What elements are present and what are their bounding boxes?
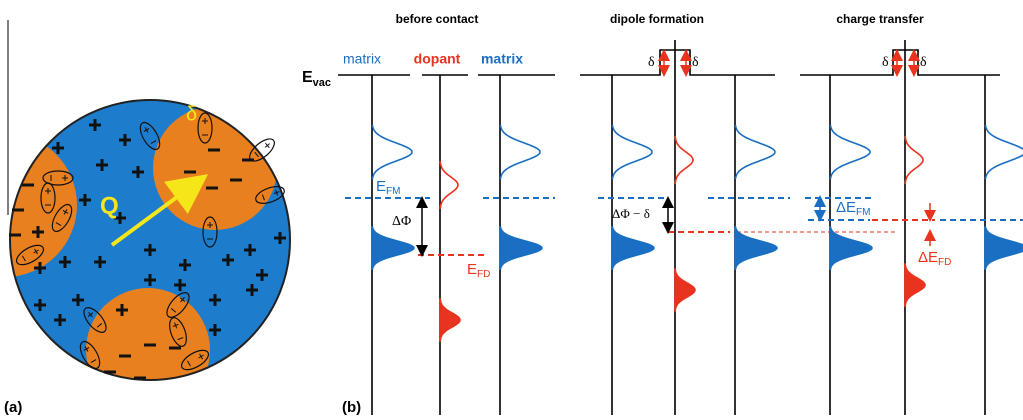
dos-filled [905,264,925,306]
dos-filled [830,227,872,269]
dos-empty [675,136,693,184]
offset-label: ΔΦ − δ [612,206,650,221]
matrix-label: matrix [343,51,381,67]
dos-empty [830,125,870,179]
symbol: ΔE [836,199,856,216]
energy-axes [580,40,775,415]
dos-filled [985,227,1023,269]
dos-empty [985,125,1023,179]
stage-title: charge transfer [836,12,924,26]
fermi-dopant-label: EFD [467,261,490,280]
dipole-label: δ [186,103,197,125]
subscript: FM [386,186,400,197]
panel-label: (b) [342,399,361,416]
dos-filled [735,227,777,269]
subscript: FM [856,207,870,218]
fermi-matrix-shift-label: ΔEFM [836,199,870,218]
dos-filled [500,227,542,269]
dos-empty [735,125,775,179]
dipole-label: δ [692,55,699,70]
dipole-label: δ [882,55,889,70]
dipole-label: δ [648,55,655,70]
fermi-dopant-shift-label: ΔEFD [918,249,951,268]
offset-label: ΔΦ [392,214,411,229]
dos-empty [500,125,540,179]
dos-empty [905,136,923,184]
fermi-matrix-label: EFM [376,178,400,197]
dopant-label: dopant [414,51,461,67]
symbol: E [467,261,477,278]
panel-label: (a) [4,399,22,416]
panel-b: ΔΦ EFM EFD δ δ ΔΦ − δ δ δ ΔEFM ΔEFD [338,40,1023,415]
subscript: FD [938,257,951,268]
subscript: vac [313,77,331,89]
symbol: ΔE [918,249,938,266]
dos-filled [612,227,654,269]
dos-empty [612,125,652,179]
stage-title: dipole formation [610,12,704,26]
dos-filled [440,299,460,341]
dos-filled [372,227,414,269]
dopant-region [153,106,277,230]
dopant-region [86,288,210,412]
vacuum-level-label: Evac [302,69,331,89]
subscript: FD [477,269,490,280]
dipole-label: δ [920,55,927,70]
charge-label: Q [100,192,119,219]
dos-filled [675,269,695,311]
symbol: E [302,69,313,86]
matrix-label: matrix [481,51,523,67]
panel-a: Q δ [0,100,290,412]
symbol: E [376,178,386,195]
figure: Q δ (a) (b) before contact dipole format… [0,0,1023,420]
stage-title: before contact [396,12,479,26]
dos-empty [440,161,458,209]
dos-empty [372,125,412,179]
